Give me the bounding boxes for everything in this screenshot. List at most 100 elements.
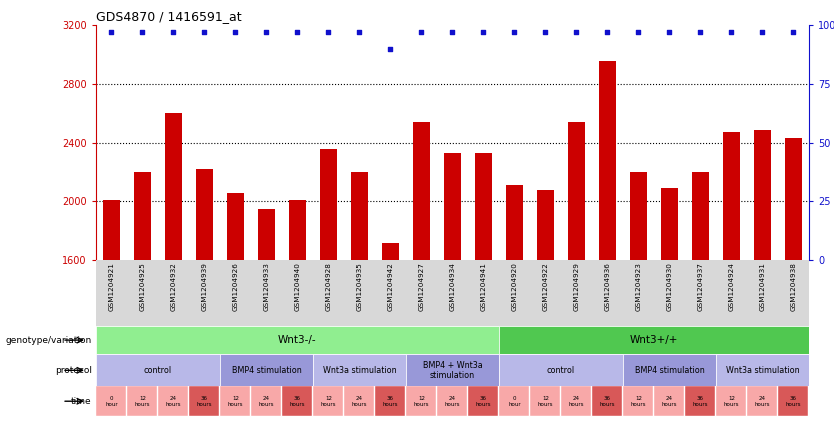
Bar: [375, 386, 405, 416]
Point: [786, 29, 800, 36]
Text: 12
hours: 12 hours: [321, 396, 336, 407]
Text: GSM1204923: GSM1204923: [636, 262, 641, 311]
Text: 24
hours: 24 hours: [445, 396, 460, 407]
Text: 24
hours: 24 hours: [352, 396, 367, 407]
Text: GSM1204920: GSM1204920: [511, 262, 517, 311]
Point: [167, 29, 180, 36]
Text: GSM1204937: GSM1204937: [697, 262, 703, 311]
Bar: [716, 386, 746, 416]
Point: [322, 29, 335, 36]
Bar: [406, 354, 499, 386]
Text: 12
hours: 12 hours: [724, 396, 739, 407]
Bar: [630, 172, 647, 423]
Text: 12
hours: 12 hours: [631, 396, 646, 407]
Bar: [382, 242, 399, 423]
Bar: [530, 386, 560, 416]
Text: GSM1204941: GSM1204941: [480, 262, 486, 311]
Bar: [661, 188, 678, 423]
Point: [694, 29, 707, 36]
Text: GSM1204929: GSM1204929: [574, 262, 580, 311]
Point: [198, 29, 211, 36]
Text: 24
hours: 24 hours: [259, 396, 274, 407]
Point: [105, 29, 118, 36]
Text: 36
hours: 36 hours: [475, 396, 491, 407]
Bar: [96, 354, 220, 386]
Text: BMP4 + Wnt3a
stimulation: BMP4 + Wnt3a stimulation: [423, 360, 482, 380]
Text: BMP4 stimulation: BMP4 stimulation: [232, 366, 301, 375]
Text: GSM1204933: GSM1204933: [264, 262, 269, 311]
Point: [632, 29, 646, 36]
Bar: [313, 386, 344, 416]
Text: 36
hours: 36 hours: [197, 396, 212, 407]
Text: 0
hour: 0 hour: [508, 396, 520, 407]
Point: [477, 29, 490, 36]
Bar: [344, 386, 374, 416]
Bar: [258, 209, 275, 423]
Point: [725, 29, 738, 36]
Bar: [158, 386, 188, 416]
Text: GSM1204939: GSM1204939: [202, 262, 208, 311]
Bar: [723, 132, 740, 423]
Point: [384, 46, 397, 52]
Text: Wnt3a stimulation: Wnt3a stimulation: [726, 366, 799, 375]
Bar: [654, 386, 685, 416]
Bar: [778, 386, 808, 416]
Bar: [251, 386, 281, 416]
Text: BMP4 stimulation: BMP4 stimulation: [635, 366, 705, 375]
Text: GSM1204942: GSM1204942: [388, 262, 394, 311]
Text: GDS4870 / 1416591_at: GDS4870 / 1416591_at: [96, 10, 242, 23]
Bar: [437, 386, 467, 416]
Text: GSM1204940: GSM1204940: [294, 262, 300, 311]
Bar: [475, 153, 492, 423]
Bar: [506, 185, 523, 423]
Bar: [623, 354, 716, 386]
Text: 24
hours: 24 hours: [569, 396, 584, 407]
Text: 24
hours: 24 hours: [755, 396, 771, 407]
Text: genotype/variation: genotype/variation: [6, 335, 92, 345]
Point: [414, 29, 428, 36]
Text: 36
hours: 36 hours: [786, 396, 801, 407]
Text: 0
hour: 0 hour: [105, 396, 118, 407]
Point: [259, 29, 273, 36]
Text: GSM1204925: GSM1204925: [139, 262, 145, 311]
Bar: [468, 386, 498, 416]
Bar: [623, 386, 653, 416]
Text: time: time: [71, 397, 92, 406]
Text: GSM1204932: GSM1204932: [170, 262, 177, 311]
Bar: [289, 200, 306, 423]
Bar: [413, 122, 430, 423]
Bar: [499, 354, 623, 386]
Bar: [196, 169, 213, 423]
Bar: [747, 386, 777, 416]
Bar: [282, 386, 312, 416]
Text: 36
hours: 36 hours: [383, 396, 398, 407]
Bar: [406, 386, 436, 416]
Text: 12
hours: 12 hours: [414, 396, 430, 407]
Bar: [599, 60, 616, 423]
Bar: [189, 386, 219, 416]
Bar: [561, 386, 591, 416]
Point: [136, 29, 149, 36]
Point: [539, 29, 552, 36]
Bar: [499, 386, 530, 416]
Text: 36
hours: 36 hours: [289, 396, 305, 407]
Bar: [692, 172, 709, 423]
Point: [229, 29, 242, 36]
Bar: [220, 386, 250, 416]
Text: GSM1204921: GSM1204921: [108, 262, 114, 311]
Text: GSM1204928: GSM1204928: [325, 262, 331, 311]
Point: [600, 29, 614, 36]
Text: GSM1204930: GSM1204930: [666, 262, 672, 311]
Bar: [227, 192, 244, 423]
Point: [353, 29, 366, 36]
Bar: [785, 138, 802, 423]
Bar: [754, 129, 771, 423]
Bar: [96, 386, 126, 416]
Text: GSM1204931: GSM1204931: [760, 262, 766, 311]
Text: Wnt3a stimulation: Wnt3a stimulation: [323, 366, 396, 375]
Text: 12
hours: 12 hours: [538, 396, 553, 407]
Bar: [592, 386, 622, 416]
Bar: [320, 148, 337, 423]
Bar: [134, 172, 151, 423]
Text: control: control: [143, 366, 172, 375]
